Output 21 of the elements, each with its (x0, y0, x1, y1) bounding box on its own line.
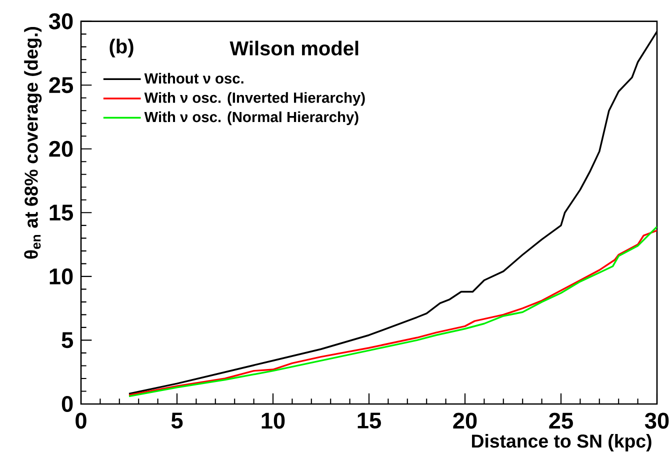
y-tick-label: 30 (48, 13, 73, 30)
legend-label: With ν osc. (Inverted Hierarchy) (144, 92, 365, 106)
y-tick-label: 10 (50, 268, 73, 284)
y-axis-title: θ$_{en}$ at 68% coverage (deg.) (24, 26, 42, 259)
x-tick-label: 20 (453, 412, 477, 429)
y-tick-label: 15 (50, 204, 73, 221)
legend-label: With ν osc. (Normal Hierarchy) (144, 111, 358, 126)
x-axis-title: Distance to SN (kpc) (472, 434, 652, 452)
x-tick-label: 5 (171, 412, 183, 429)
legend-label: Without ν osc. (144, 72, 244, 84)
x-tick-label: 30 (644, 412, 669, 429)
y-tick-label: 20 (49, 140, 73, 157)
x-tick-label: 25 (549, 412, 573, 429)
y-tick-label: 25 (49, 77, 73, 94)
annotation: Wilson model (230, 40, 358, 56)
x-tick-label: 0 (76, 412, 86, 429)
annotation: (b) (110, 38, 134, 58)
x-tick-label: 15 (358, 412, 381, 429)
y-tick-label: 0 (62, 396, 73, 412)
y-tick-label: 5 (62, 332, 74, 348)
x-tick-label: 10 (262, 412, 285, 429)
